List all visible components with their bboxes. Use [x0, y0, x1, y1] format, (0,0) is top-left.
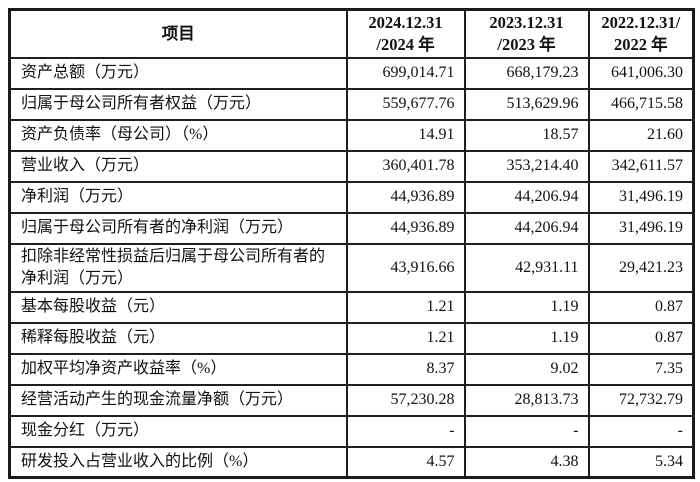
- cell-value: 9.02: [463, 352, 590, 386]
- cell-value: 699,014.71: [345, 56, 466, 90]
- cell-value: 31,496.19: [587, 211, 695, 245]
- cell-value: 1.21: [345, 321, 466, 355]
- cell-value: -: [345, 414, 466, 448]
- row-label: 加权平均净资产收益率（%）: [8, 352, 348, 386]
- header-period-2023-line2: /2023 年: [497, 34, 556, 54]
- cell-value: 43,916.66: [345, 242, 466, 293]
- row-label: 经营活动产生的现金流量净额（万元）: [8, 383, 348, 417]
- cell-value: 29,421.23: [587, 242, 695, 293]
- table-row-cash-dividend: 现金分红（万元） - - -: [8, 414, 695, 448]
- table-row-rd-ratio: 研发投入占营业收入的比例（%） 4.57 4.38 5.34: [8, 445, 695, 479]
- cell-value: 14.91: [345, 118, 466, 152]
- cell-value: 1.19: [463, 290, 590, 324]
- cell-value: 353,214.40: [463, 149, 590, 183]
- cell-value: 360,401.78: [345, 149, 466, 183]
- table-row-debt-ratio: 资产负债率（母公司）（%） 14.91 18.57 21.60: [8, 118, 695, 152]
- row-label: 扣除非经常性损益后归属于母公司所有者的净利润（万元）: [8, 242, 348, 293]
- row-label: 归属于母公司所有者的净利润（万元）: [8, 211, 348, 245]
- header-period-2022-line1: 2022.12.31/: [601, 13, 681, 32]
- cell-value: 44,936.89: [345, 180, 466, 214]
- header-period-2024: 2024.12.31 /2024 年: [345, 8, 466, 59]
- cell-value: 513,629.96: [463, 87, 590, 121]
- cell-value: 44,206.94: [463, 180, 590, 214]
- table-row-total-assets: 资产总额（万元） 699,014.71 668,179.23 641,006.3…: [8, 56, 695, 90]
- cell-value: 466,715.58: [587, 87, 695, 121]
- header-period-2022: 2022.12.31/ 2022 年: [587, 8, 695, 59]
- table-row-weighted-roe: 加权平均净资产收益率（%） 8.37 9.02 7.35: [8, 352, 695, 386]
- row-label: 净利润（万元）: [8, 180, 348, 214]
- cell-value: 18.57: [463, 118, 590, 152]
- cell-value: 641,006.30: [587, 56, 695, 90]
- cell-value: 4.38: [463, 445, 590, 479]
- cell-value: 57,230.28: [345, 383, 466, 417]
- table-header: 项目 2024.12.31 /2024 年 2023.12.31 /2023 年…: [8, 8, 695, 59]
- header-period-2024-line1: 2024.12.31: [368, 13, 443, 32]
- row-label: 资产负债率（母公司）（%）: [8, 118, 348, 152]
- cell-value: 44,206.94: [463, 211, 590, 245]
- row-label: 稀释每股收益（元）: [8, 321, 348, 355]
- cell-value: 0.87: [587, 321, 695, 355]
- row-label: 资产总额（万元）: [8, 56, 348, 90]
- table-row-parent-net-profit: 归属于母公司所有者的净利润（万元） 44,936.89 44,206.94 31…: [8, 211, 695, 245]
- row-label: 归属于母公司所有者权益（万元）: [8, 87, 348, 121]
- cell-value: 5.34: [587, 445, 695, 479]
- table-row-revenue: 营业收入（万元） 360,401.78 353,214.40 342,611.5…: [8, 149, 695, 183]
- header-item: 项目: [8, 8, 348, 59]
- header-period-2023-line1: 2023.12.31: [489, 13, 564, 32]
- cell-value: 1.19: [463, 321, 590, 355]
- cell-value: -: [463, 414, 590, 448]
- cell-value: 4.57: [345, 445, 466, 479]
- cell-value: 72,732.79: [587, 383, 695, 417]
- table-body: 资产总额（万元） 699,014.71 668,179.23 641,006.3…: [8, 56, 695, 479]
- table-row-net-profit: 净利润（万元） 44,936.89 44,206.94 31,496.19: [8, 180, 695, 214]
- cell-value: 7.35: [587, 352, 695, 386]
- table-row-parent-equity: 归属于母公司所有者权益（万元） 559,677.76 513,629.96 46…: [8, 87, 695, 121]
- cell-value: 44,936.89: [345, 211, 466, 245]
- cell-value: 342,611.57: [587, 149, 695, 183]
- row-label: 基本每股收益（元）: [8, 290, 348, 324]
- table-row-deducted-net-profit: 扣除非经常性损益后归属于母公司所有者的净利润（万元） 43,916.66 42,…: [8, 242, 695, 293]
- cell-value: 31,496.19: [587, 180, 695, 214]
- header-period-2024-line2: /2024 年: [376, 34, 435, 54]
- cell-value: 1.21: [345, 290, 466, 324]
- table-row-basic-eps: 基本每股收益（元） 1.21 1.19 0.87: [8, 290, 695, 324]
- cell-value: 668,179.23: [463, 56, 590, 90]
- table-row-operating-cash-flow: 经营活动产生的现金流量净额（万元） 57,230.28 28,813.73 72…: [8, 383, 695, 417]
- financial-summary-table: 项目 2024.12.31 /2024 年 2023.12.31 /2023 年…: [8, 8, 695, 480]
- cell-value: 42,931.11: [463, 242, 590, 293]
- cell-value: 8.37: [345, 352, 466, 386]
- header-row: 项目 2024.12.31 /2024 年 2023.12.31 /2023 年…: [8, 8, 695, 59]
- header-period-2023: 2023.12.31 /2023 年: [463, 8, 590, 59]
- table-row-diluted-eps: 稀释每股收益（元） 1.21 1.19 0.87: [8, 321, 695, 355]
- row-label: 现金分红（万元）: [8, 414, 348, 448]
- cell-value: 559,677.76: [345, 87, 466, 121]
- cell-value: 28,813.73: [463, 383, 590, 417]
- cell-value: 21.60: [587, 118, 695, 152]
- cell-value: -: [587, 414, 695, 448]
- row-label: 研发投入占营业收入的比例（%）: [8, 445, 348, 479]
- cell-value: 0.87: [587, 290, 695, 324]
- row-label: 营业收入（万元）: [8, 149, 348, 183]
- header-period-2022-line2: 2022 年: [613, 34, 668, 54]
